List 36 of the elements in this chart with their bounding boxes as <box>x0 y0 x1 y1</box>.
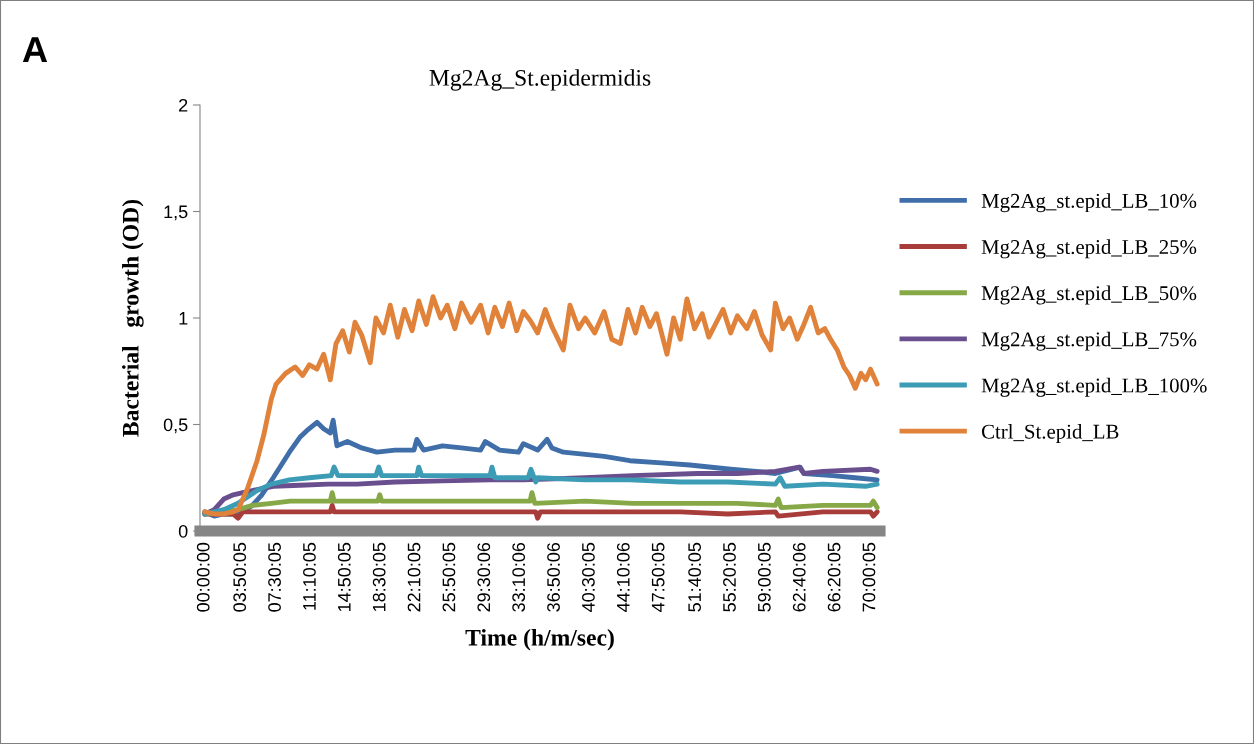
x-tick-label: 22:10:05 <box>407 542 421 612</box>
legend-label: Mg2Ag_st.epid_LB_25% <box>981 239 1197 259</box>
x-tick-label: 36:50:06 <box>547 542 560 612</box>
x-tick-label: 33:10:06 <box>512 542 526 612</box>
y-tick-label: 0,5 <box>163 418 188 434</box>
legend-label: Mg2Ag_st.epid_LB_75% <box>981 331 1197 351</box>
x-tick-label: 18:30:05 <box>372 542 386 612</box>
x-tick-label: 29:30:06 <box>477 542 491 612</box>
x-tick-label: 66:20:05 <box>827 542 841 612</box>
x-tick-label: 00:00:00 <box>196 542 210 612</box>
y-axis-title: Bacterial growth (OD) <box>122 199 144 437</box>
x-tick-label: 11:10:05 <box>303 542 316 610</box>
x-tick-label: 70:00:05 <box>862 542 876 612</box>
x-tick-label: 40:30:05 <box>582 542 595 612</box>
y-tick-label: 1 <box>179 312 188 325</box>
x-tick-label: 44:10:06 <box>616 542 630 612</box>
text: A <box>22 37 48 62</box>
x-tick-label: 14:50:05 <box>337 542 351 612</box>
y-tick-label: 0 <box>178 524 188 538</box>
y-tick-label: 1,5 <box>164 205 188 221</box>
x-tick-label: 51:40:05 <box>688 542 701 612</box>
y-tick-label: 2 <box>179 98 188 112</box>
legend-label: Mg2Ag_st.epid_LB_50% <box>981 285 1197 305</box>
x-tick-label: 59:00:05 <box>757 542 771 612</box>
x-tick-label: 07:30:05 <box>268 542 281 612</box>
legend-label: Mg2Ag_st.epid_LB_10% <box>981 193 1197 213</box>
chart-title: Mg2Ag_St.epidermidis <box>429 69 651 91</box>
legend-label: Ctrl_St.epid_LB <box>981 424 1119 443</box>
x-tick-label: 03:50:05 <box>233 542 247 612</box>
x-tick-label: 47:50:05 <box>651 542 665 612</box>
legend-label: Mg2Ag_st.epid_LB_100% <box>981 377 1207 397</box>
line-series <box>202 294 880 517</box>
x-axis-title: Time (h/m/sec) <box>465 629 614 651</box>
x-tick-label: 25:50:05 <box>442 542 456 612</box>
x-tick-label: 62:40:06 <box>792 542 806 612</box>
x-tick-label: 55:20:05 <box>723 542 736 612</box>
